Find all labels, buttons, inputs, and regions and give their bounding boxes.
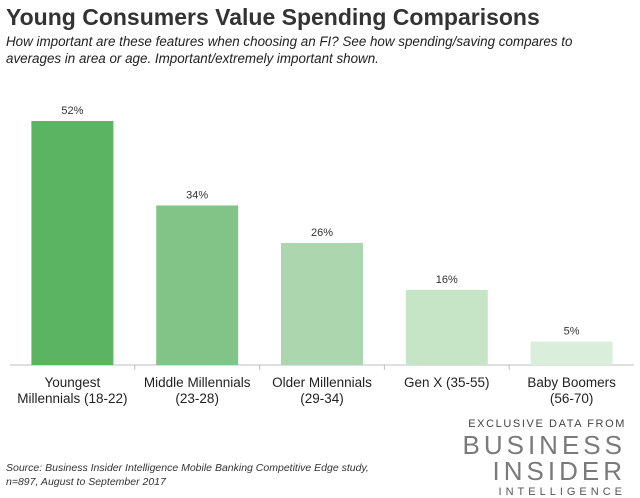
data-label-4: 5%: [564, 326, 580, 338]
category-label-1-1: (23-28): [175, 391, 219, 406]
source-line-2: n=897, August to September 2017: [6, 476, 166, 488]
bar-2: [281, 243, 363, 365]
category-label-0-0: Youngest: [44, 375, 100, 390]
data-label-3: 16%: [436, 274, 458, 286]
chart-subtitle: How important are these features when ch…: [6, 34, 573, 66]
category-label-4-1: (56-70): [550, 391, 594, 406]
category-label-0-1: Millennials (18-22): [17, 391, 127, 406]
brand-exclusive-text: EXCLUSIVE DATA FROM: [468, 418, 626, 430]
brand-insider-text: INSIDER: [492, 456, 626, 486]
data-label-0: 52%: [61, 105, 83, 117]
bar-3: [405, 289, 488, 365]
category-label-1-0: Middle Millennials: [144, 375, 251, 390]
category-label-4-0: Baby Boomers: [527, 375, 616, 390]
source-note: Source: Business Insider Intelligence Mo…: [6, 461, 369, 489]
bar-1: [156, 205, 239, 365]
bar-4: [530, 341, 613, 365]
category-label-3-0: Gen X (35-55): [404, 375, 490, 390]
data-label-1: 34%: [186, 189, 208, 201]
brand-business-text: BUSINESS: [462, 430, 626, 460]
data-label-2: 26%: [311, 227, 333, 239]
chart-title: Young Consumers Value Spending Compariso…: [6, 4, 540, 30]
bar-0: [31, 121, 114, 365]
category-label-2-0: Older Millennials: [272, 375, 372, 390]
brand-intelligence-text: INTELLIGENCE: [498, 486, 626, 498]
brand-logo: EXCLUSIVE DATA FROM BUSINESS INSIDER INT…: [426, 418, 626, 498]
category-label-2-1: (29-34): [300, 391, 344, 406]
source-line-1: Source: Business Insider Intelligence Mo…: [6, 462, 369, 474]
